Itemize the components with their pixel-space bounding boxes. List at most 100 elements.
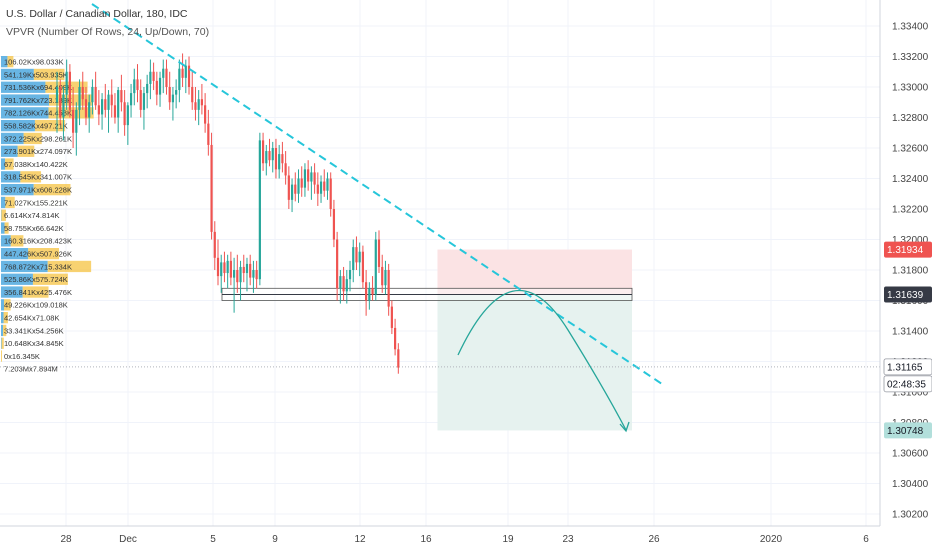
x-tick-label: 6 bbox=[863, 534, 869, 545]
x-tick-label: 5 bbox=[210, 534, 216, 545]
candle-body bbox=[158, 77, 162, 95]
y-tick-label: 1.32800 bbox=[892, 113, 929, 124]
candle-body bbox=[245, 263, 249, 274]
candle-body bbox=[394, 327, 397, 350]
volume-bar-down bbox=[1, 337, 4, 349]
candle-body bbox=[252, 270, 255, 278]
position-zones bbox=[221, 249, 633, 431]
candle-body bbox=[284, 163, 287, 176]
candle-body bbox=[352, 247, 355, 270]
volume-bar-down bbox=[1, 209, 6, 221]
y-tick-label: 1.33400 bbox=[892, 22, 929, 33]
candle-body bbox=[355, 247, 358, 263]
volume-row-label: 768.872Kx715.334K bbox=[4, 262, 72, 271]
candle-body bbox=[175, 90, 178, 95]
time-axis[interactable]: 28 Dec 5 9 12 16 19 23 26 2020 6 bbox=[0, 525, 880, 545]
candle-body bbox=[129, 93, 133, 106]
candle-body bbox=[78, 87, 81, 110]
candle-body bbox=[133, 79, 136, 94]
take-profit-zone bbox=[437, 294, 632, 431]
volume-bar-up bbox=[1, 145, 18, 157]
volume-bar-up bbox=[1, 312, 4, 324]
candle-body bbox=[278, 154, 281, 170]
candle-body bbox=[162, 68, 165, 78]
candle-body bbox=[287, 175, 290, 200]
candle-body bbox=[242, 266, 245, 274]
volume-bar-down bbox=[33, 68, 65, 81]
projection-arc[interactable] bbox=[457, 289, 627, 431]
volume-bar-down bbox=[3, 299, 11, 311]
volume-bar-down bbox=[10, 235, 24, 247]
volume-bar-down bbox=[3, 324, 7, 337]
candle-body bbox=[75, 109, 78, 133]
volume-row-label: 10.648Kx34.845K bbox=[4, 339, 64, 348]
x-tick-label: 12 bbox=[354, 534, 366, 545]
candle-body bbox=[226, 260, 229, 274]
volume-bar-up bbox=[1, 299, 4, 311]
y-tick-label: 1.31000 bbox=[892, 388, 929, 399]
volume-bar-up bbox=[1, 222, 5, 234]
volume-bar-down bbox=[4, 222, 9, 234]
volume-bar-up bbox=[1, 56, 8, 68]
volume-bar-down bbox=[47, 260, 92, 273]
price-badge bbox=[883, 375, 932, 393]
candle-body bbox=[397, 349, 400, 368]
candle-body bbox=[194, 102, 197, 110]
y-tick-label: 1.30600 bbox=[892, 449, 929, 460]
candle-body bbox=[319, 181, 323, 194]
candle-body bbox=[268, 151, 271, 161]
volume-bar-down bbox=[34, 120, 66, 132]
candle-body bbox=[329, 178, 332, 209]
volume-row-label: 71.027Kx155.221K bbox=[4, 198, 68, 207]
candle-body bbox=[200, 99, 203, 106]
candle-body bbox=[113, 105, 117, 118]
price-badge-label: 1.31934 bbox=[887, 245, 924, 256]
candle-body bbox=[117, 90, 120, 118]
candles bbox=[55, 53, 400, 374]
volume-bar-up bbox=[1, 132, 24, 145]
candle-body bbox=[348, 270, 352, 280]
candle-body bbox=[146, 83, 149, 94]
candle-body bbox=[81, 87, 84, 100]
volume-row-label: 537.971Kx606.228K bbox=[4, 186, 72, 195]
volume-row-label: 42.654Kx71.08K bbox=[4, 314, 59, 323]
descending-trendline[interactable] bbox=[91, 3, 663, 385]
candle-body bbox=[303, 169, 307, 188]
candle-body bbox=[361, 251, 364, 283]
volume-row-label: 318.545Kx341.007K bbox=[4, 173, 72, 182]
volume-profile: 106.02Kx98.033K 541.19Kx503.935K 731.536Kx… bbox=[1, 56, 94, 374]
candle-body bbox=[300, 178, 303, 188]
candle-body bbox=[152, 71, 155, 81]
volume-row-label: 525.86Kx575.724K bbox=[4, 275, 68, 284]
candle-body bbox=[126, 105, 129, 126]
candle-body bbox=[294, 184, 297, 194]
x-tick-label: 19 bbox=[502, 534, 514, 545]
volume-bar-up bbox=[1, 107, 49, 119]
drawings bbox=[0, 3, 880, 433]
candle-body bbox=[181, 68, 184, 78]
volume-row-label: 356.841Kx425.476K bbox=[4, 288, 72, 297]
candle-body bbox=[342, 276, 345, 292]
volume-bar-down bbox=[1, 350, 2, 362]
volume-bar-down bbox=[28, 248, 60, 260]
y-tick-label: 1.30400 bbox=[892, 479, 929, 490]
indicator-legend[interactable]: VPVR (Number Of Rows, 24, Up/Down, 70) bbox=[6, 26, 209, 38]
candle-body bbox=[72, 109, 75, 133]
candle-body bbox=[110, 94, 113, 106]
volume-bar-up bbox=[1, 81, 46, 93]
volume-bar-up bbox=[1, 324, 4, 337]
price-badge-label: 1.31639 bbox=[887, 290, 924, 301]
volume-bar-up bbox=[1, 248, 29, 260]
volume-bar-down bbox=[48, 107, 94, 119]
candle-body bbox=[233, 270, 236, 278]
stop-loss-zone bbox=[437, 249, 632, 295]
candle-body bbox=[123, 102, 126, 126]
candle-body bbox=[220, 262, 223, 277]
candle-body bbox=[258, 140, 261, 280]
volume-bar-down bbox=[33, 184, 71, 196]
candle-body bbox=[374, 239, 377, 295]
volume-row-label: 372.225Kx298.261K bbox=[4, 134, 72, 143]
price-badge bbox=[884, 422, 932, 439]
candle-body bbox=[377, 239, 381, 267]
volume-row-label: 0x16.345K bbox=[4, 352, 40, 361]
